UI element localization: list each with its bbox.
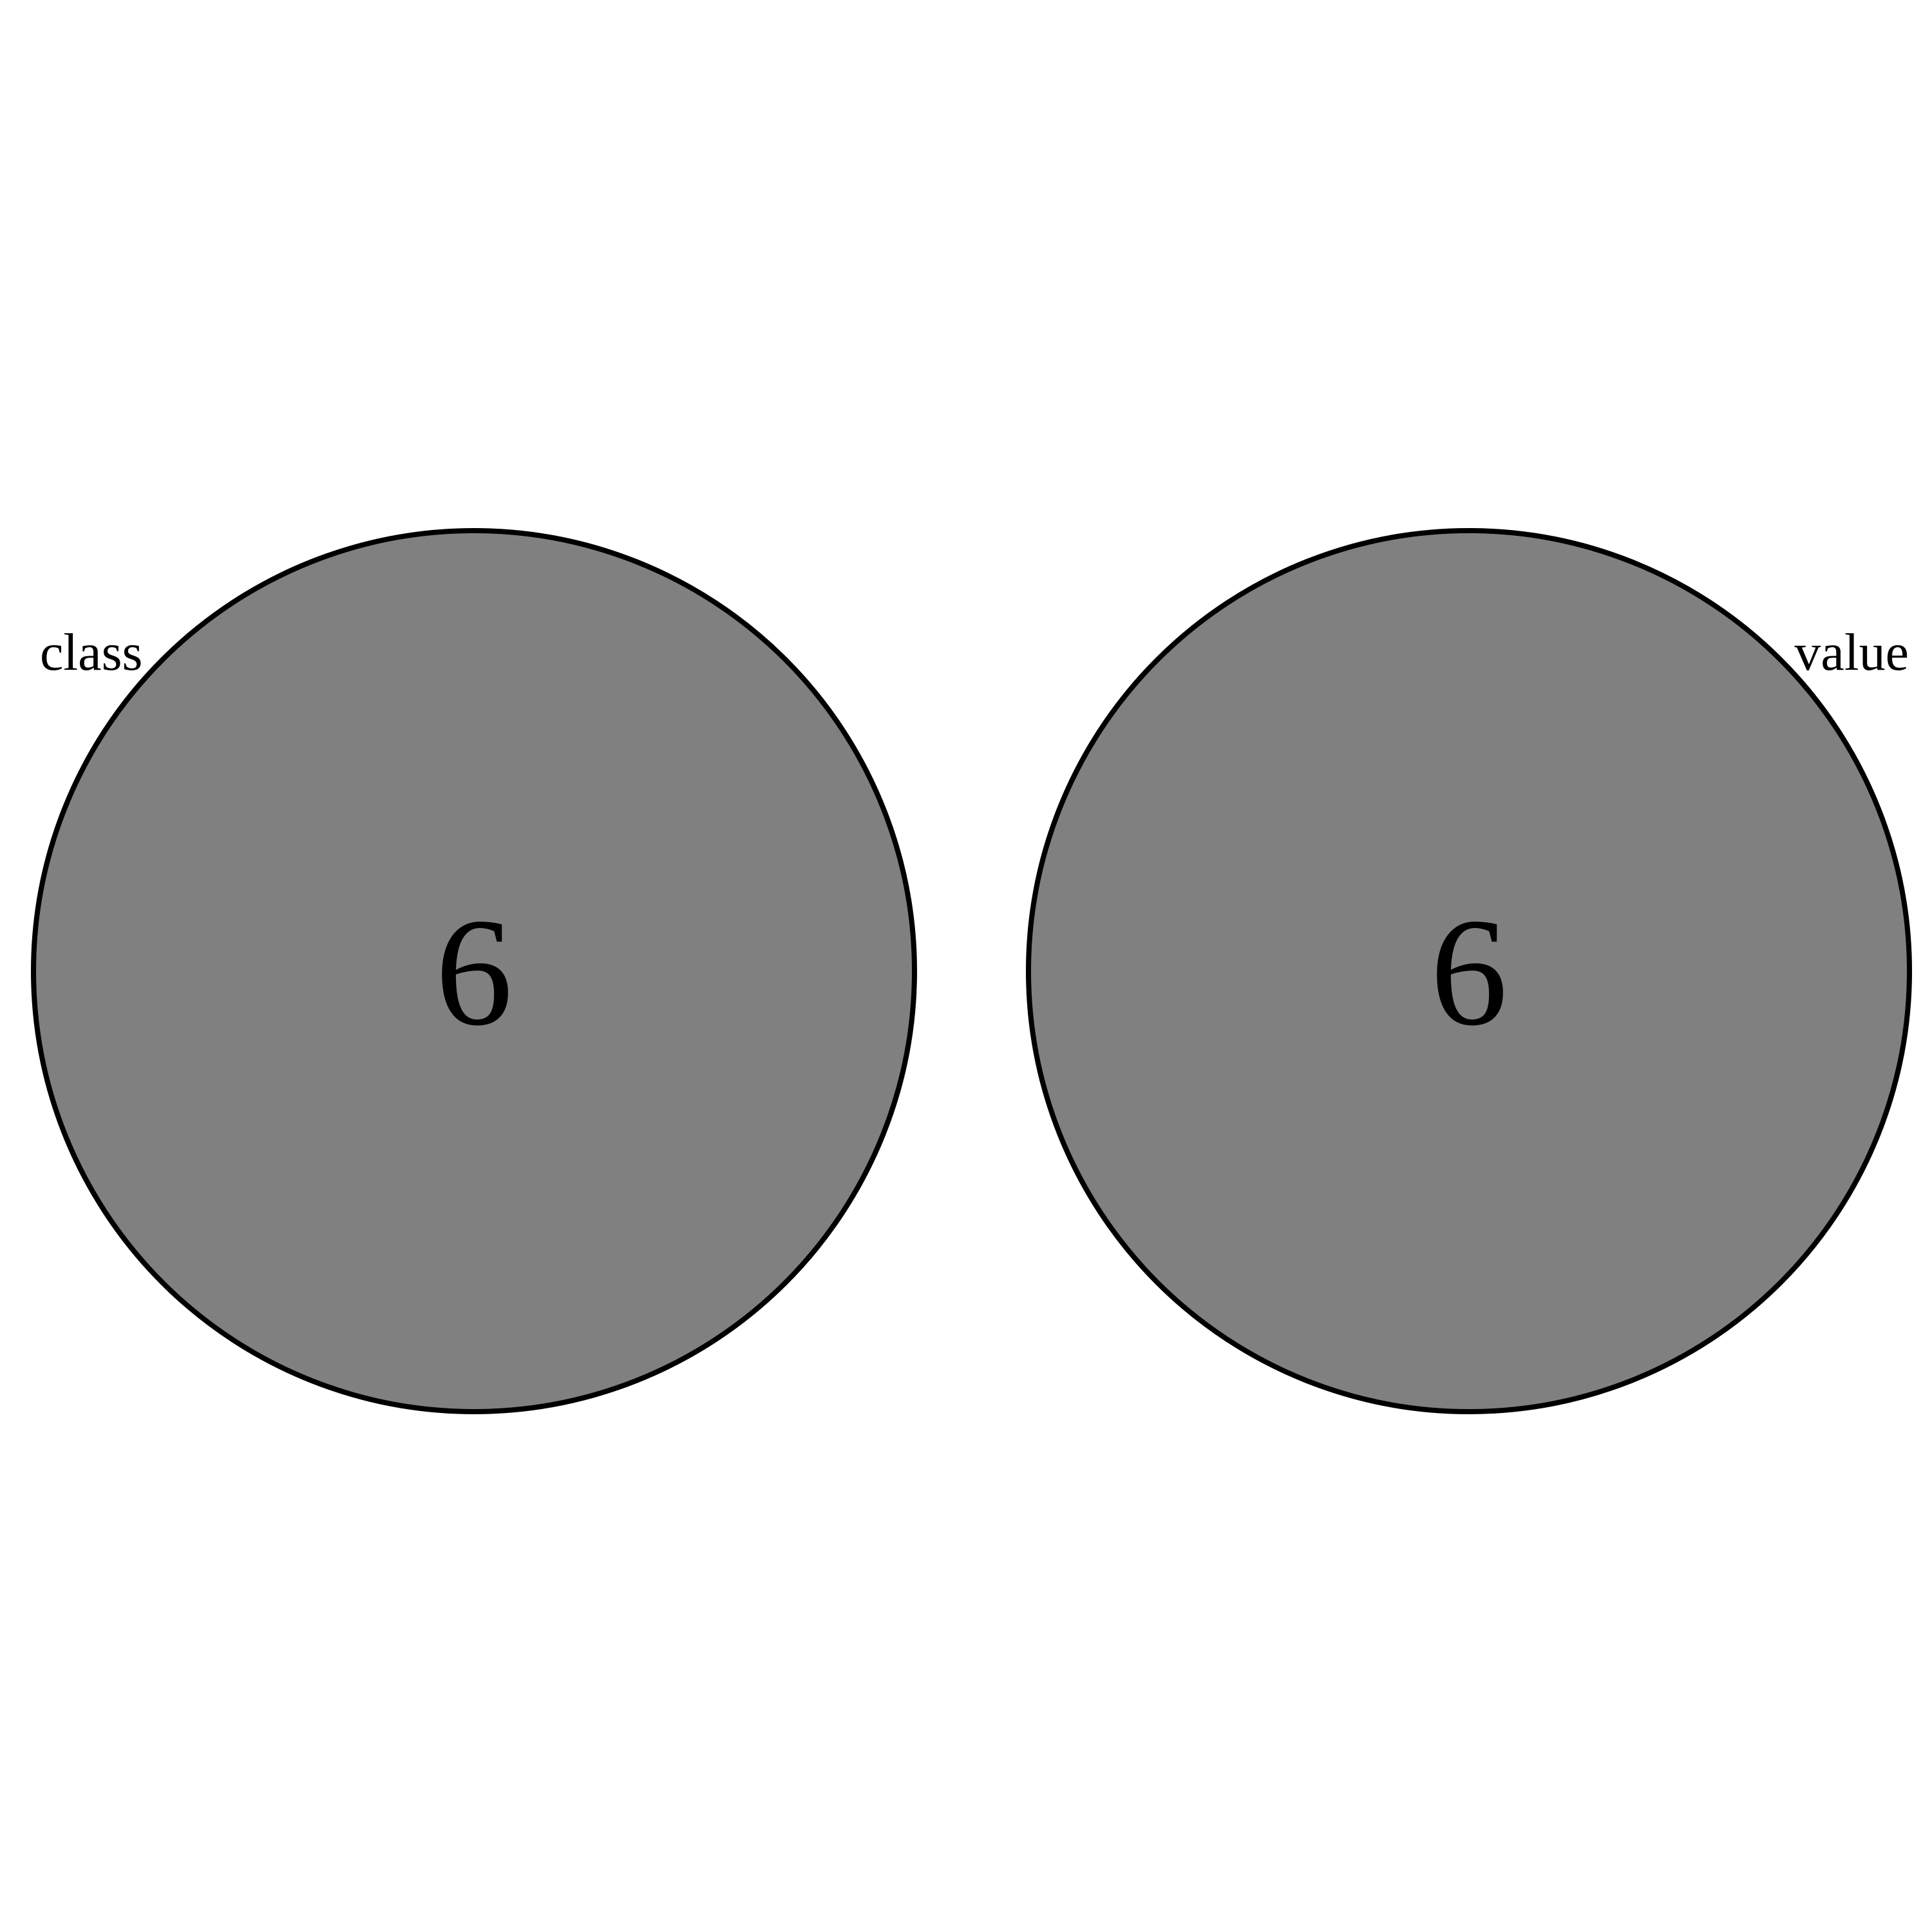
set-value: value 6 — [1026, 528, 1912, 1414]
set-value-circle — [1026, 528, 1912, 1414]
set-class: class 6 — [31, 528, 917, 1414]
set-value-count: 6 — [1430, 886, 1508, 1057]
set-class-count: 6 — [435, 886, 513, 1057]
set-class-label: class — [40, 623, 142, 681]
set-value-label: value — [1794, 623, 1909, 681]
set-class-circle — [31, 528, 917, 1414]
